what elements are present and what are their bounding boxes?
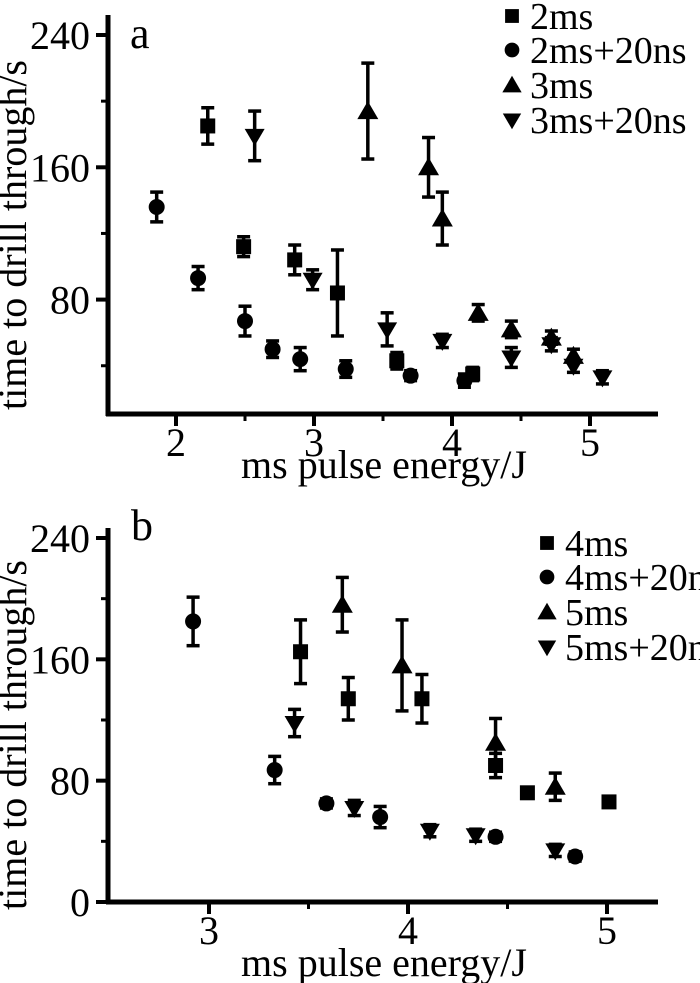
legend-marker-triangle-down-icon xyxy=(502,113,522,130)
y-axis-title: time to drill through/s xyxy=(0,560,35,910)
legend-marker-triangle-down-icon xyxy=(537,640,557,657)
series-5ms+20ns xyxy=(284,707,566,861)
data-point-5ms+20ns xyxy=(284,716,305,734)
data-point-2ms+20ns xyxy=(292,351,309,368)
series-3ms+20ns xyxy=(244,109,613,388)
data-point-3ms+20ns xyxy=(563,358,584,376)
data-point-5ms xyxy=(485,732,507,751)
y-tick-label: 80 xyxy=(50,278,90,323)
data-point-2ms xyxy=(200,118,216,134)
data-point-5ms xyxy=(544,776,566,795)
data-point-4ms xyxy=(601,794,617,810)
data-point-3ms+20ns xyxy=(432,333,453,351)
data-point-4ms xyxy=(340,691,356,707)
legend-label: 3ms xyxy=(530,65,593,107)
data-point-4ms+20ns xyxy=(487,828,504,845)
x-tick-label: 5 xyxy=(597,908,617,953)
x-tick-label: 5 xyxy=(580,420,600,465)
data-point-3ms+20ns xyxy=(541,337,562,355)
legend-label: 2ms xyxy=(530,0,593,38)
legend-label: 2ms+20ns xyxy=(530,30,687,72)
series-4ms+20ns xyxy=(185,595,584,865)
legend-marker-triangle-up-icon xyxy=(502,75,522,93)
legend-label: 3ms+20ns xyxy=(530,100,687,142)
data-point-4ms+20ns xyxy=(567,848,584,865)
data-point-3ms xyxy=(357,101,379,120)
data-point-4ms+20ns xyxy=(318,795,335,812)
y-tick-label: 240 xyxy=(30,516,90,561)
data-point-4ms xyxy=(519,785,535,801)
data-point-4ms+20ns xyxy=(266,762,283,779)
x-tick-label: 3 xyxy=(304,420,324,465)
legend-label: 4ms+20ns xyxy=(565,557,700,599)
x-tick-label: 3 xyxy=(199,908,219,953)
panel-letter: a xyxy=(130,9,150,58)
data-point-2ms+20ns xyxy=(148,198,165,215)
data-point-5ms+20ns xyxy=(344,800,365,818)
data-point-2ms+20ns xyxy=(190,270,207,287)
data-point-3ms xyxy=(467,302,489,321)
data-point-5ms xyxy=(391,655,413,674)
legend-marker-circle-icon xyxy=(504,42,520,58)
series-2ms xyxy=(200,106,481,383)
data-point-2ms xyxy=(329,285,345,301)
data-point-4ms+20ns xyxy=(185,613,202,630)
panel-a-chart: 2 3 4 5 240 160 80 2ms 2ms+20ns 3ms 3ms+20ns a ms pu… xyxy=(0,0,700,490)
series-3ms xyxy=(357,61,584,365)
legend-marker-triangle-up-icon xyxy=(537,602,557,620)
data-point-2ms xyxy=(389,353,405,369)
data-point-5ms xyxy=(331,594,353,613)
legend-marker-square-icon xyxy=(505,9,519,23)
y-tick-label: 0 xyxy=(70,880,90,925)
data-point-5ms+20ns xyxy=(545,843,566,861)
data-point-2ms+20ns xyxy=(264,341,281,358)
y-tick-label: 240 xyxy=(30,13,90,58)
data-point-2ms xyxy=(287,252,303,268)
data-point-3ms+20ns xyxy=(501,350,522,368)
data-point-3ms+20ns xyxy=(244,128,265,146)
data-point-2ms+20ns xyxy=(237,313,253,330)
x-tick-label: 2 xyxy=(166,420,186,465)
series-5ms xyxy=(331,575,566,803)
x-axis-title: ms pulse energy/J xyxy=(241,940,527,983)
data-point-4ms+20ns xyxy=(372,809,389,826)
data-point-2ms xyxy=(236,239,252,255)
legend-label: 5ms+20ns xyxy=(565,627,700,669)
data-point-4ms xyxy=(293,644,309,660)
data-point-3ms+20ns xyxy=(302,272,323,290)
data-point-3ms+20ns xyxy=(377,322,398,340)
data-point-3ms xyxy=(500,319,522,338)
x-tick-label: 4 xyxy=(398,908,418,953)
series-4ms xyxy=(293,618,617,810)
data-point-4ms xyxy=(414,691,430,707)
data-point-2ms+20ns xyxy=(337,361,354,378)
series-2ms+20ns xyxy=(148,190,473,389)
y-tick-label: 160 xyxy=(30,637,90,682)
data-point-3ms xyxy=(418,157,440,176)
data-point-5ms+20ns xyxy=(419,823,440,841)
data-point-5ms+20ns xyxy=(465,828,486,846)
x-tick-label: 4 xyxy=(442,420,462,465)
data-point-2ms+20ns xyxy=(402,367,419,384)
legend-label: 4ms xyxy=(565,523,628,565)
legend-label: 5ms xyxy=(565,592,628,634)
legend-marker-square-icon xyxy=(540,536,554,550)
y-tick-label: 80 xyxy=(50,759,90,804)
panel-letter: b xyxy=(131,501,153,550)
data-point-2ms+20ns xyxy=(456,372,473,389)
y-tick-label: 160 xyxy=(30,145,90,190)
data-point-3ms+20ns xyxy=(592,370,613,388)
y-axis-title: time to drill through/s xyxy=(0,60,35,410)
x-axis-title: ms pulse energy/J xyxy=(241,442,527,487)
legend-marker-circle-icon xyxy=(539,569,555,585)
data-point-3ms xyxy=(431,208,453,227)
